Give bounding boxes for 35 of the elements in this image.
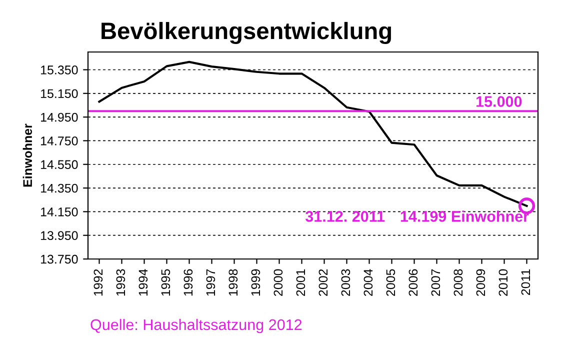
x-tick-label: 2009	[476, 269, 486, 296]
x-tick-label: 2007	[431, 269, 440, 296]
x-tick-label: 2011	[521, 269, 530, 295]
chart-title: Bevölkerungsentwicklung	[102, 22, 391, 44]
y-axis-title: Einwohner	[22, 124, 32, 187]
x-tick-label: 2008	[454, 269, 463, 296]
x-tick-label: 2004	[364, 269, 373, 296]
x-tick-label: 2010	[498, 269, 508, 296]
y-tick-label: 13.750	[41, 254, 78, 264]
x-tick-label: 1997	[206, 269, 216, 296]
ref-line-label: 15.000	[476, 96, 522, 107]
x-tick-label: 1996	[184, 269, 193, 296]
annotation: 31.12. 2011	[305, 211, 385, 222]
x-tick-label: 2000	[274, 269, 283, 296]
x-tick-label: 2006	[408, 269, 418, 296]
y-tick-label: 14.950	[41, 112, 78, 122]
y-tick-label: 14.150	[41, 207, 78, 216]
x-tick-label: 1995	[161, 269, 170, 296]
x-tick-label: 1998	[228, 269, 238, 296]
y-tick-label: 14.750	[41, 136, 78, 146]
annotation: 14.199 Einwohner	[400, 210, 529, 222]
x-tick-label: 1993	[116, 269, 126, 296]
y-tick-label: 14.350	[41, 184, 78, 193]
y-tick-label: 15.150	[41, 89, 78, 98]
x-tick-label: 2005	[386, 269, 396, 296]
x-tick-label: 1992	[94, 269, 103, 296]
x-tick-label: 1999	[251, 269, 260, 296]
y-tick-label: 13.950	[41, 231, 78, 240]
y-tick-label: 14.550	[41, 160, 78, 170]
x-tick-label: 2003	[341, 269, 350, 296]
x-tick-label: 1994	[138, 269, 148, 296]
y-tick-label: 15.350	[41, 66, 78, 74]
x-tick-label: 2001	[296, 269, 306, 296]
x-tick-label: 2002	[318, 269, 328, 296]
source-note: Quelle: Haushaltssatzung 2012	[90, 318, 302, 334]
